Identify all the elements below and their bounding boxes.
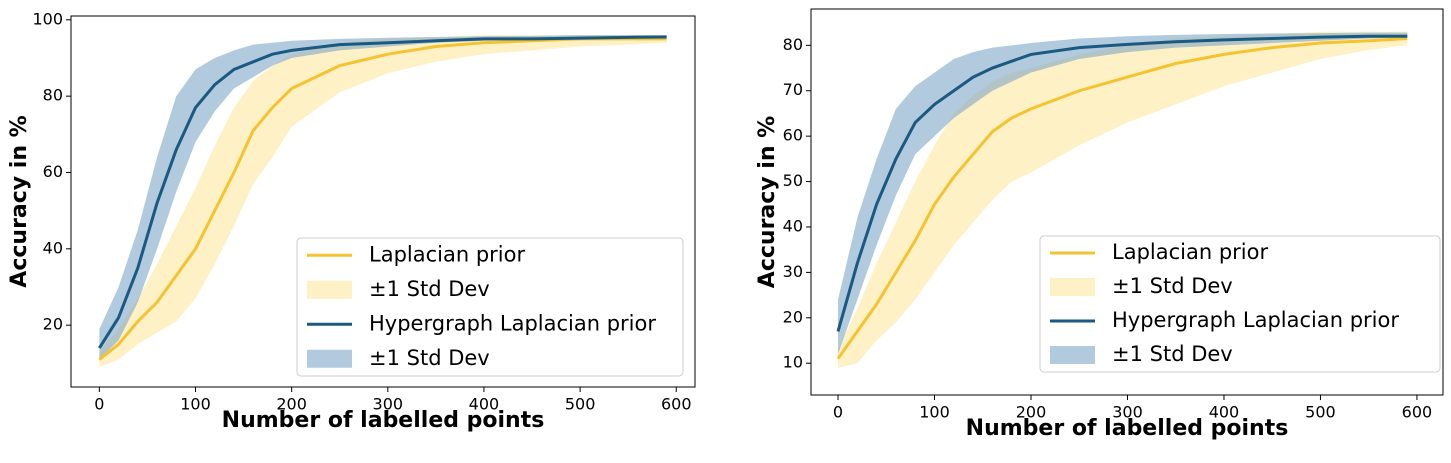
x-tick-label: 0 <box>94 395 104 414</box>
legend-swatch <box>1050 346 1095 364</box>
y-tick-label: 60 <box>783 126 803 145</box>
legend-label: ±1 Std Dev <box>1112 274 1233 298</box>
legend-swatch <box>1050 278 1095 296</box>
x-axis-label: Number of labelled points <box>222 408 545 433</box>
x-tick-label: 400 <box>469 395 500 414</box>
x-tick-label: 0 <box>833 403 843 422</box>
chart: 0 100 200 300 400 500 600 10 20 30 40 50 60 70 80 Numbe… <box>755 8 1444 441</box>
x-tick-label: 500 <box>565 395 596 414</box>
x-axis-label: Number of labelled points <box>966 416 1289 441</box>
legend-swatch <box>307 349 352 368</box>
legend-label: Hypergraph Laplacian prior <box>1112 308 1399 332</box>
y-tick-label: 10 <box>783 353 803 372</box>
legend-label: ±1 Std Dev <box>369 277 490 301</box>
std-band <box>99 35 667 368</box>
y-axis-label: Accuracy in % <box>755 116 780 288</box>
x-tick-label: 100 <box>180 395 211 414</box>
plot-frame <box>70 15 696 388</box>
legend-label: Hypergraph Laplacian prior <box>369 311 656 335</box>
x-tick-label: 300 <box>1112 403 1143 422</box>
mean-line <box>836 34 1408 332</box>
x-tick-label: 600 <box>661 395 692 414</box>
x-tick-label: 200 <box>276 395 307 414</box>
y-tick-label: 80 <box>783 35 803 54</box>
legend-label: ±1 Std Dev <box>1112 342 1233 366</box>
mean-line <box>98 35 667 349</box>
y-tick-label: 50 <box>783 171 803 190</box>
legend-label: ±1 Std Dev <box>369 346 490 370</box>
y-tick-label: 20 <box>43 315 63 334</box>
x-tick-label: 300 <box>373 395 404 414</box>
y-axis-label: Accuracy in % <box>7 115 32 287</box>
x-tick-label: 500 <box>1305 403 1336 422</box>
y-tick-label: 60 <box>43 162 63 181</box>
mean-line <box>836 37 1408 360</box>
legend-box <box>296 237 684 377</box>
y-tick-label: 20 <box>783 307 803 326</box>
x-tick-label: 200 <box>1016 403 1047 422</box>
chart: 0 100 200 300 400 500 600 20 40 60 80 100 Number of … <box>7 9 696 433</box>
y-tick-label: 100 <box>32 9 63 28</box>
y-tick-label: 40 <box>783 216 803 235</box>
x-tick-label: 400 <box>1209 403 1240 422</box>
legend-label: Laplacian prior <box>369 242 525 266</box>
std-band <box>838 31 1408 368</box>
y-tick-label: 40 <box>43 238 63 257</box>
legend-label: Laplacian prior <box>1112 240 1268 264</box>
y-tick-label: 70 <box>783 80 803 99</box>
x-tick-label: 100 <box>919 403 950 422</box>
mean-line <box>98 37 667 361</box>
legend-swatch <box>307 280 352 299</box>
x-tick-label: 600 <box>1402 403 1433 422</box>
y-tick-label: 30 <box>783 262 803 281</box>
y-tick-label: 80 <box>43 86 63 105</box>
legend-box <box>1039 235 1441 373</box>
